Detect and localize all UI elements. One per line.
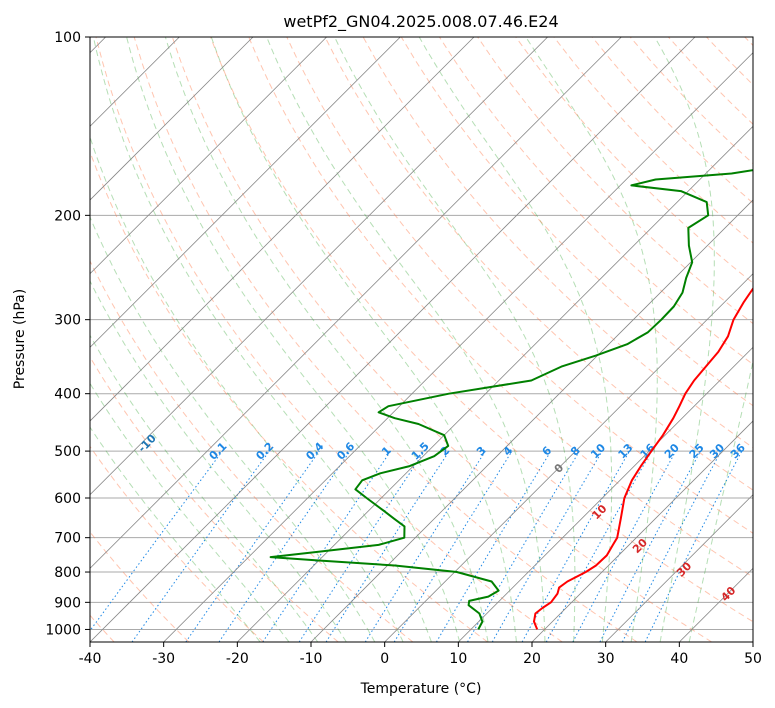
isobar-gridlines [90,37,753,630]
dry-adiabat-line [515,37,753,284]
moist-adiabat-line [164,37,489,642]
isotherm-gridline [90,37,622,569]
sounding-series [269,169,753,630]
moist-adiabat-line [90,135,404,642]
dry-adiabat-line [90,356,339,642]
mixing-ratio-line [521,450,630,642]
y-tick-label: 900 [54,595,81,611]
isotherm-gridline [237,125,753,642]
y-tick-label: 100 [54,30,81,46]
y-tick-label: 300 [54,313,81,329]
moist-adiabat-line [525,37,658,642]
x-axis-title: Temperature (°C) [360,681,482,697]
isotherm-gridline [384,273,753,642]
moist-adiabat-line [210,37,517,642]
y-tick-label: 500 [54,444,81,460]
x-tick-label: -20 [226,651,249,667]
mixing-ratio-lines [90,450,743,642]
dry-adiabat-line [95,37,563,642]
mixing-ratio-line [393,450,513,642]
plot-background [90,37,753,642]
dewpoint-line [269,169,753,630]
moist-adiabat-line [90,334,319,642]
dry-adiabat-line [90,445,264,642]
y-tick-label: 600 [54,491,81,507]
y-tick-label: 200 [54,208,81,224]
isotherm-gridlines [90,37,753,642]
mixing-ratio-line [572,450,677,642]
y-axis-ticks: 100 200 300 400 500 600 700 800 900 1000 [45,30,90,638]
mixing-ratio-line [298,450,425,642]
y-tick-label: 700 [54,531,81,547]
isotherm-gridline [310,199,753,642]
x-axis-ticks: -40 -30 -20 -10 0 10 20 30 40 50 [79,642,762,667]
chart-title: wetPf2_GN04.2025.008.07.46.E24 [283,12,558,32]
y-axis-title: Pressure (hPa) [12,289,28,389]
isotherm-gridline [90,37,327,275]
dry-adiabats [90,37,753,642]
moist-adiabat-line [126,37,461,642]
isotherm-gridline [90,37,475,422]
moist-adiabat-line [90,382,290,642]
isotherm-gridline [90,37,401,348]
moist-adiabat-line [334,37,576,642]
dry-adiabat-line [171,37,712,642]
isotherm-gridline [531,420,753,642]
mixing-ratio-line [185,450,320,642]
moist-adiabat-line [418,37,613,642]
dry-adiabat-line [248,37,753,578]
x-tick-label: -30 [152,651,175,667]
x-tick-label: -40 [79,651,102,667]
x-tick-label: -10 [300,651,323,667]
isotherm-gridline [605,494,753,642]
dry-adiabat-line [90,259,414,642]
mixing-ratio-line [218,450,351,642]
x-tick-label: 10 [449,651,467,667]
x-tick-label: 50 [744,651,762,667]
mixing-ratio-line [545,450,653,642]
isotherm-gridline [752,641,753,642]
moist-adiabat-line [654,37,715,642]
x-tick-label: 30 [597,651,615,667]
mixing-ratio-line [644,450,743,642]
mixing-ratio-line [131,450,270,642]
y-tick-label: 400 [54,387,81,403]
isotherm-gridline [163,52,753,642]
moist-adiabat-line [92,37,432,642]
temperature-line [533,286,753,630]
moist-adiabats [90,37,753,642]
dry-adiabat-line [133,37,638,642]
mixing-ratio-line [90,450,223,632]
x-tick-label: 40 [670,651,688,667]
dry-adiabat-line [324,37,753,491]
plot-frame [89,36,754,643]
y-tick-label: 800 [54,565,81,581]
isotherm-gridline [90,37,254,201]
isotherm-gridline [90,37,696,642]
moist-adiabat-line [266,37,546,642]
moist-adiabat-line [688,358,753,642]
isotherm-gridline [458,346,753,642]
x-tick-label: 0 [380,651,389,667]
isotherm-gridline [90,37,548,496]
dry-adiabat-line [210,37,753,623]
y-tick-label: 1000 [45,622,81,638]
moist-adiabat-line [90,426,261,642]
dry-adiabat-line [286,37,753,534]
moist-adiabat-line [90,215,376,642]
x-tick-label: 20 [523,651,541,667]
